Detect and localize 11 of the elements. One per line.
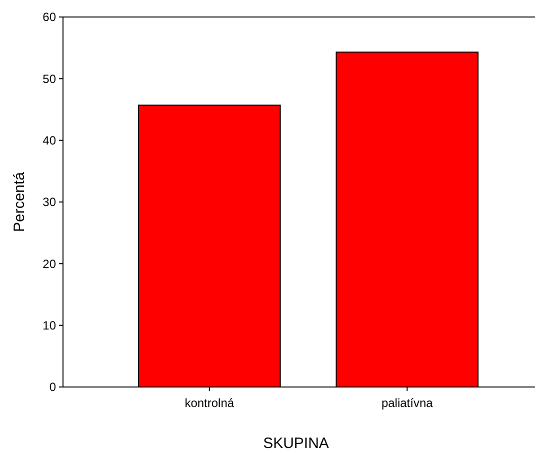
y-tick-label: 10 [42, 318, 56, 333]
y-tick-label: 20 [42, 256, 56, 271]
x-tick-label: paliatívna [381, 396, 434, 410]
x-axis-title: SKUPINA [263, 435, 329, 452]
y-tick-label: 40 [42, 134, 56, 148]
y-tick-label: 50 [42, 72, 56, 86]
x-tick-label: kontrolná [184, 396, 234, 410]
y-tick-label: 60 [42, 10, 56, 24]
y-tick-label: 30 [42, 195, 56, 210]
y-tick-label: 0 [49, 380, 56, 394]
y-axis-title: Percentá [11, 171, 28, 232]
